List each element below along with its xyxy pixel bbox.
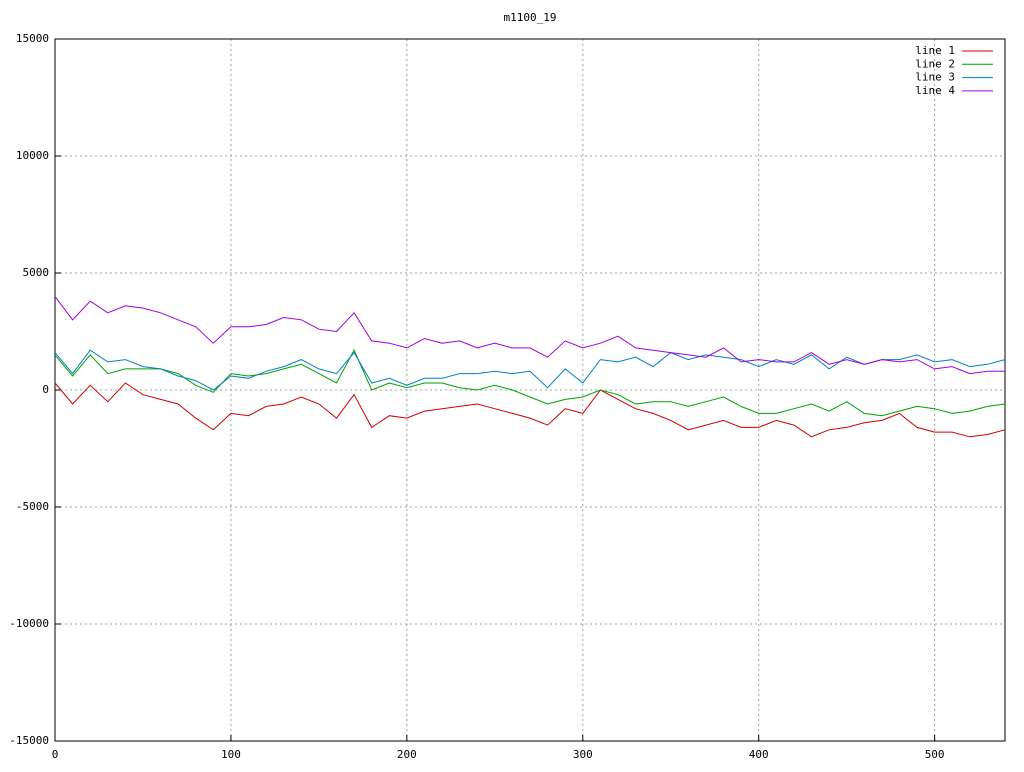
y-tick-label: -5000 [16,500,49,513]
y-tick-label: 10000 [16,149,49,162]
x-tick-label: 0 [52,748,59,761]
chart-title: m1100_19 [504,11,557,24]
x-tick-label: 300 [573,748,593,761]
series-line [54,296,1005,375]
x-tick-label: 400 [749,748,769,761]
series-line [54,382,1006,438]
x-tick-label: 200 [397,748,417,761]
legend-label: line 4 [915,84,955,97]
legend-label: line 2 [915,57,955,70]
x-tick-label: 500 [925,748,945,761]
legend-label: line 3 [915,71,955,84]
y-tick-label: 0 [42,383,49,396]
legend-label: line 1 [915,44,955,57]
x-tick-label: 100 [221,748,241,761]
y-tick-label: -15000 [9,734,49,747]
y-tick-label: 15000 [16,32,49,45]
series-line [54,349,1006,391]
series-line [54,349,1006,417]
y-tick-label: -10000 [9,617,49,630]
y-tick-label: 5000 [23,266,50,279]
plot-border [54,38,1006,742]
